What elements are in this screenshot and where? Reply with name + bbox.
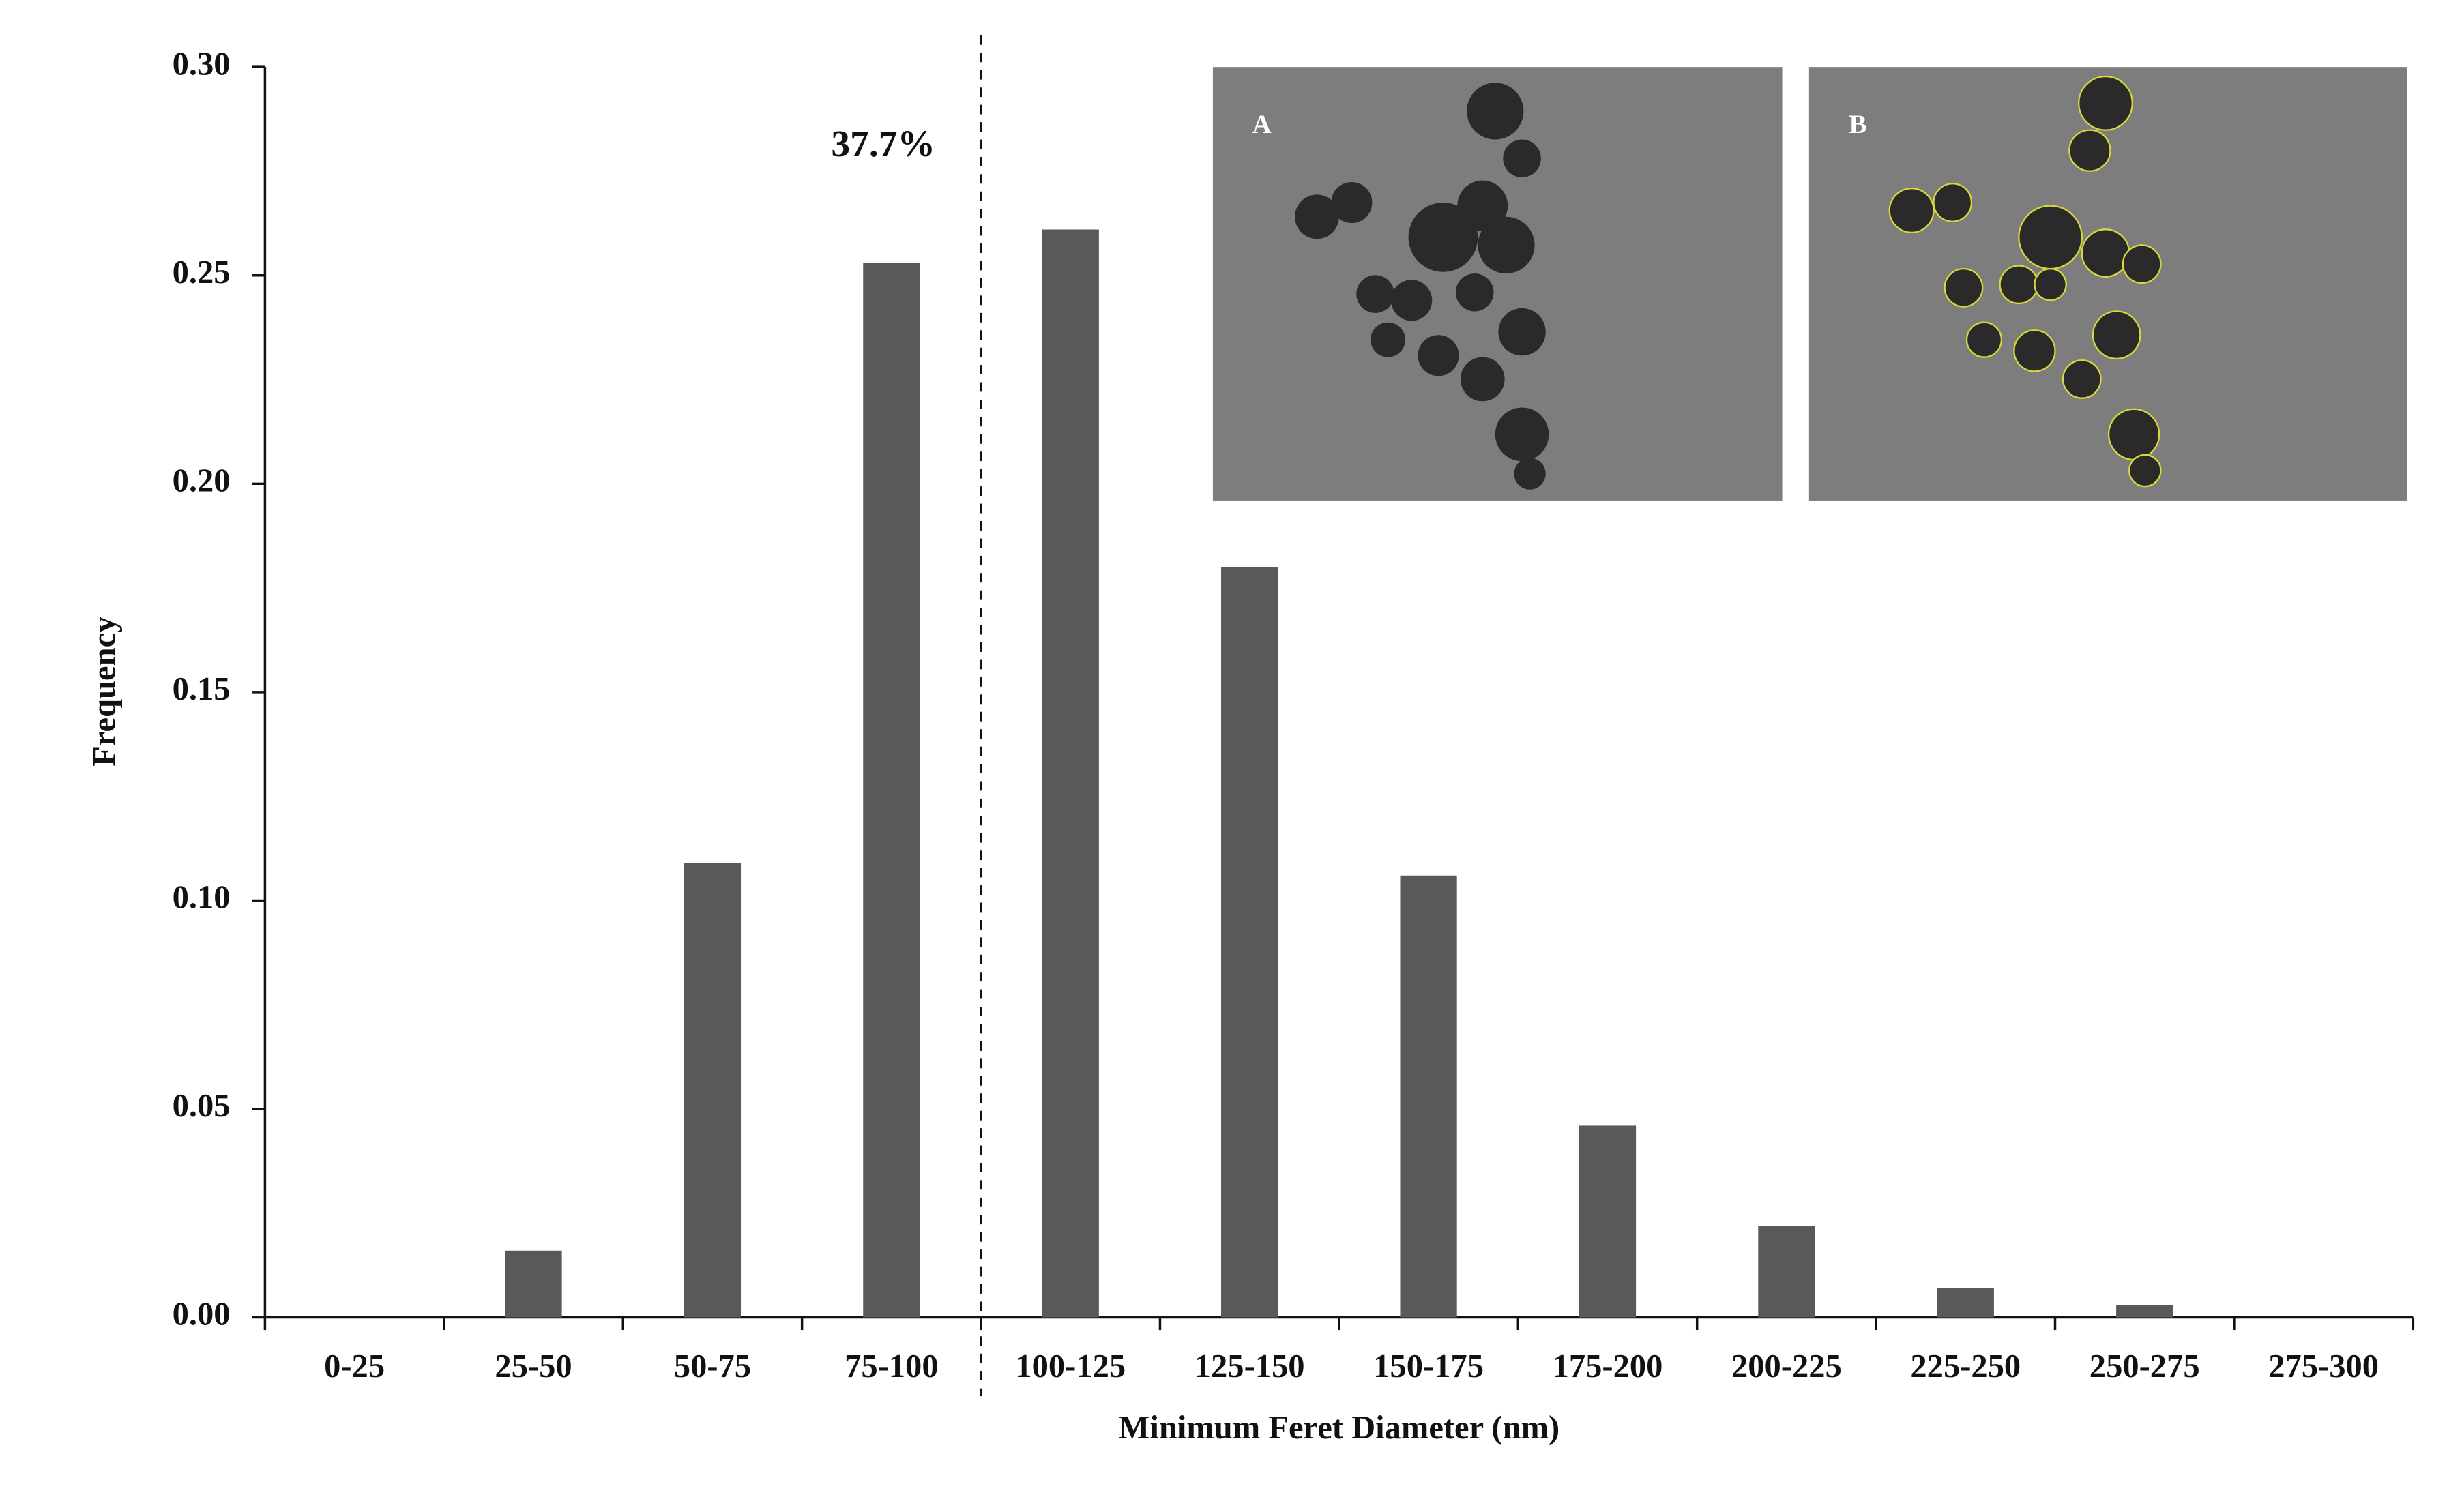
x-tick-label: 175-200	[1553, 1348, 1663, 1384]
bar	[1221, 567, 1278, 1318]
y-tick-label: 0.30	[173, 45, 231, 82]
x-tick-label: 250-275	[2090, 1348, 2200, 1384]
x-tick-label: 150-175	[1373, 1348, 1484, 1384]
x-axis-title: Minimum Feret Diameter (nm)	[1119, 1409, 1560, 1446]
bar	[1758, 1226, 1815, 1318]
inset-b: B	[1808, 67, 2407, 501]
y-tick-label: 0.05	[173, 1087, 231, 1124]
bar	[2116, 1305, 2173, 1318]
particles	[1888, 75, 2162, 488]
bar	[684, 863, 742, 1318]
x-tick-label: 200-225	[1731, 1348, 1842, 1384]
bar	[1937, 1288, 1994, 1318]
inset-label: A	[1252, 109, 1272, 139]
bar	[1400, 875, 1457, 1318]
y-tick-label: 0.10	[173, 879, 231, 916]
y-tick-label: 0.25	[173, 254, 231, 291]
bar	[1042, 229, 1099, 1318]
x-tick-label: 25-50	[495, 1348, 572, 1384]
x-tick-label: 50-75	[674, 1348, 751, 1384]
bar	[505, 1250, 562, 1318]
y-tick-label: 0.15	[173, 670, 231, 707]
particles	[1295, 83, 1549, 490]
bar	[863, 263, 920, 1318]
x-tick-label: 225-250	[1910, 1348, 2021, 1384]
x-tick-label: 125-150	[1195, 1348, 1305, 1384]
annotation: 37.7%	[831, 123, 935, 165]
x-tick-label: 100-125	[1015, 1348, 1126, 1384]
y-tick-label: 0.00	[173, 1296, 231, 1333]
x-tick-label: 0-25	[324, 1348, 385, 1384]
inset-a: A	[1212, 67, 1783, 501]
inset-image	[1808, 67, 2407, 501]
inset-label: B	[1849, 109, 1866, 139]
y-axis-title: Frequency	[85, 617, 122, 767]
x-tick-label: 75-100	[845, 1348, 939, 1384]
y-tick-label: 0.20	[173, 462, 231, 499]
bar	[1579, 1125, 1637, 1318]
x-tick-label: 275-300	[2268, 1348, 2379, 1384]
